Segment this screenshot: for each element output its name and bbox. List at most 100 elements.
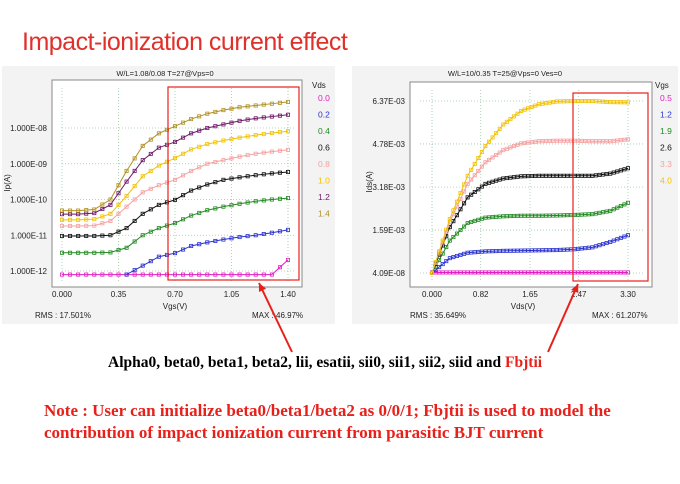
data-point-marker [156, 226, 161, 231]
series-line-0.8 [62, 149, 289, 227]
y-tick-label: 6.37E-03 [373, 97, 406, 106]
data-point-marker [237, 175, 242, 180]
data-point-marker [92, 217, 97, 222]
data-point-marker [237, 135, 242, 140]
max-error-label: MAX : 46.97% [252, 311, 303, 320]
data-point-marker [253, 116, 258, 121]
data-point-marker [237, 272, 242, 277]
data-point-marker [140, 190, 145, 195]
data-point-marker [229, 120, 234, 125]
data-point-marker [189, 147, 194, 152]
data-point-marker [433, 260, 438, 265]
data-point-marker [189, 213, 194, 218]
data-point-marker [229, 203, 234, 208]
data-point-marker [92, 272, 97, 277]
legend-item-1.0: 1.0 [318, 176, 330, 186]
data-point-marker [213, 124, 218, 129]
series-line-1.2 [62, 114, 289, 215]
y-tick-label: 1.000E-08 [10, 124, 47, 133]
data-point-marker [148, 229, 153, 234]
data-point-marker [76, 223, 81, 228]
data-point-marker [487, 157, 492, 162]
data-point-marker [221, 237, 226, 242]
data-point-marker [462, 224, 467, 229]
data-point-marker [197, 185, 202, 190]
legend-item-0.5: 0.5 [660, 93, 672, 103]
data-point-marker [253, 233, 258, 238]
series-line-0.6 [62, 171, 289, 237]
data-point-marker [476, 187, 481, 192]
parameter-names: Alpha0, beta0, beta1, beta2, lii, esatii… [108, 354, 506, 371]
data-point-marker [229, 176, 234, 181]
data-point-marker [245, 200, 250, 205]
chart-title: W/L=10/0.35 T=25@Vps=0 Ves=0 [448, 69, 562, 78]
data-point-marker [285, 196, 290, 201]
data-point-marker [237, 118, 242, 123]
data-point-marker [60, 250, 65, 255]
data-point-marker [245, 134, 250, 139]
data-point-marker [269, 114, 274, 119]
data-point-marker [229, 106, 234, 111]
legend-item-0.6: 0.6 [318, 143, 330, 153]
data-point-marker [458, 228, 463, 233]
chart-title: W/L=1.08/0.08 T=27@Vps=0 [116, 69, 213, 78]
series-line-0.0 [62, 259, 289, 276]
data-point-marker [213, 140, 218, 145]
legend-title: Vds [312, 81, 326, 90]
data-point-marker [458, 197, 463, 202]
data-point-marker [229, 156, 234, 161]
y-tick-label: 1.59E-03 [373, 226, 406, 235]
data-point-marker [497, 150, 502, 155]
data-point-marker [429, 270, 434, 275]
data-point-marker [245, 272, 250, 277]
data-point-marker [269, 171, 274, 176]
data-point-marker [189, 131, 194, 136]
data-point-marker [181, 120, 186, 125]
data-point-marker [245, 104, 250, 109]
data-point-marker [172, 177, 177, 182]
data-point-marker [124, 193, 129, 198]
data-point-marker [124, 245, 129, 250]
legend-item-0.4: 0.4 [318, 126, 330, 136]
data-point-marker [132, 268, 137, 273]
data-point-marker [148, 207, 153, 212]
data-point-marker [132, 168, 137, 173]
data-point-marker [181, 217, 186, 222]
plot-area [409, 81, 653, 288]
y-tick-label: 1.000E-11 [11, 231, 48, 240]
data-point-marker [221, 138, 226, 143]
data-point-marker [465, 173, 470, 178]
legend-item-4.0: 4.0 [660, 176, 672, 186]
data-point-marker [156, 131, 161, 136]
data-point-marker [84, 208, 89, 213]
data-point-marker [437, 249, 442, 254]
data-point-marker [148, 168, 153, 173]
x-tick-label: 3.30 [620, 290, 636, 299]
data-point-marker [269, 101, 274, 106]
data-point-marker [132, 218, 137, 223]
data-point-marker [253, 151, 258, 156]
data-point-marker [124, 179, 129, 184]
data-point-marker [487, 139, 492, 144]
data-point-marker [483, 144, 488, 149]
arrow-right-head [571, 284, 579, 293]
data-point-marker [76, 233, 81, 238]
data-point-marker [156, 163, 161, 168]
data-point-marker [60, 233, 65, 238]
data-point-marker [261, 102, 266, 107]
data-point-marker [261, 172, 266, 177]
data-point-marker [269, 197, 274, 202]
y-tick-label: 3.18E-03 [373, 183, 406, 192]
data-point-marker [124, 168, 129, 173]
data-point-marker [501, 122, 506, 127]
data-point-marker [508, 117, 513, 122]
data-point-marker [205, 182, 210, 187]
data-point-marker [148, 137, 153, 142]
data-point-marker [229, 272, 234, 277]
data-point-marker [92, 233, 97, 238]
data-point-marker [132, 197, 137, 202]
data-point-marker [469, 177, 474, 182]
legend-title: Vgs [655, 81, 669, 90]
arrow-left [258, 282, 293, 353]
data-point-marker [189, 117, 194, 122]
